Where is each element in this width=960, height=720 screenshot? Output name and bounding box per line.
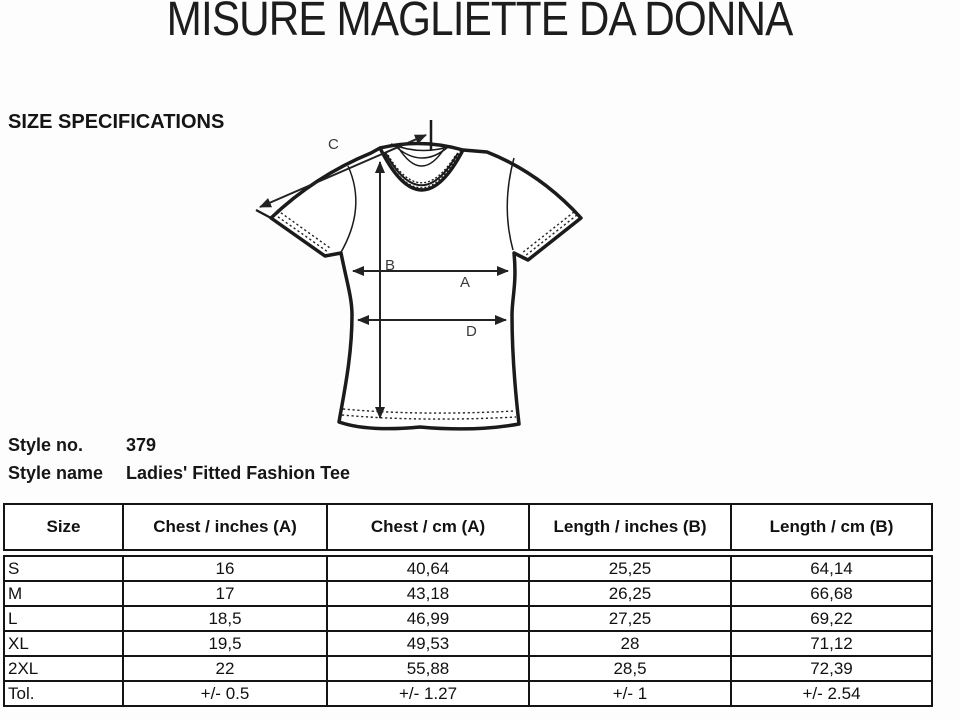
value-cell: 66,68 (730, 580, 933, 607)
measure-label-c: C (328, 136, 339, 153)
value-cell: +/- 1 (528, 680, 732, 707)
style-name-label: Style name (8, 463, 104, 483)
size-table: Size Chest / inches (A) Chest / cm (A) L… (3, 503, 933, 707)
tshirt-outline (269, 141, 583, 431)
style-no-label: Style no. (8, 435, 84, 455)
section-heading: SIZE SPECIFICATIONS (8, 111, 225, 133)
header-cell-chest-cm: Chest / cm (A) (326, 503, 530, 551)
header-cell-length-inches: Length / inches (B) (528, 503, 732, 551)
style-info: Style no. 379 Style name Ladies' Fitted … (8, 434, 350, 490)
value-cell: 26,25 (528, 580, 732, 607)
style-name-row: Style name Ladies' Fitted Fashion Tee (8, 462, 350, 484)
size-table-body: S 16 40,64 25,25 64,14 M 17 43,18 26,25 … (3, 555, 933, 707)
table-row-m: M 17 43,18 26,25 66,68 (3, 580, 933, 607)
value-cell: 64,14 (730, 555, 933, 582)
header-cell-chest-inches: Chest / inches (A) (122, 503, 328, 551)
value-cell: +/- 0.5 (122, 680, 328, 707)
table-row-2xl: 2XL 22 55,88 28,5 72,39 (3, 655, 933, 682)
value-cell: 28,5 (528, 655, 732, 682)
value-cell: +/- 2.54 (730, 680, 933, 707)
measure-label-b: B (385, 257, 395, 274)
style-no-value: 379 (126, 435, 157, 455)
size-cell: M (3, 580, 124, 607)
header-row: Size Chest / inches (A) Chest / cm (A) L… (3, 503, 933, 551)
value-cell: 69,22 (730, 605, 933, 632)
value-cell: 43,18 (326, 580, 530, 607)
size-cell: 2XL (3, 655, 124, 682)
measure-arrow-c (259, 134, 427, 208)
table-row-l: L 18,5 46,99 27,25 69,22 (3, 605, 933, 632)
size-cell: S (3, 555, 124, 582)
page-title: MISURE MAGLIETTE DA DONNA (167, 0, 794, 46)
style-no-row: Style no. 379 (8, 434, 350, 456)
size-table-header: Size Chest / inches (A) Chest / cm (A) L… (3, 503, 933, 551)
value-cell: 55,88 (326, 655, 530, 682)
value-cell: 17 (122, 580, 328, 607)
value-cell: 16 (122, 555, 328, 582)
measure-arrows (259, 134, 509, 419)
value-cell: 19,5 (122, 630, 328, 657)
table-row-s: S 16 40,64 25,25 64,14 (3, 555, 933, 582)
value-cell: 28 (528, 630, 732, 657)
measure-label-d: D (466, 323, 477, 340)
value-cell: 72,39 (730, 655, 933, 682)
value-cell: 49,53 (326, 630, 530, 657)
size-cell: XL (3, 630, 124, 657)
page-title-wrap: MISURE MAGLIETTE DA DONNA (0, 0, 960, 47)
table-row-tolerance: Tol. +/- 0.5 +/- 1.27 +/- 1 +/- 2.54 (3, 680, 933, 707)
value-cell: 71,12 (730, 630, 933, 657)
value-cell: 25,25 (528, 555, 732, 582)
style-name-value: Ladies' Fitted Fashion Tee (126, 463, 350, 483)
value-cell: +/- 1.27 (326, 680, 530, 707)
size-cell: L (3, 605, 124, 632)
header-cell-length-cm: Length / cm (B) (730, 503, 933, 551)
value-cell: 22 (122, 655, 328, 682)
stitching-lines (273, 209, 578, 420)
value-cell: 27,25 (528, 605, 732, 632)
size-cell: Tol. (3, 680, 124, 707)
header-cell-size: Size (3, 503, 124, 551)
measure-label-a: A (460, 274, 470, 291)
value-cell: 40,64 (326, 555, 530, 582)
value-cell: 46,99 (326, 605, 530, 632)
cuff-extension-line (255, 209, 272, 219)
value-cell: 18,5 (122, 605, 328, 632)
tshirt-diagram: C B A D (220, 98, 640, 448)
table-row-xl: XL 19,5 49,53 28 71,12 (3, 630, 933, 657)
